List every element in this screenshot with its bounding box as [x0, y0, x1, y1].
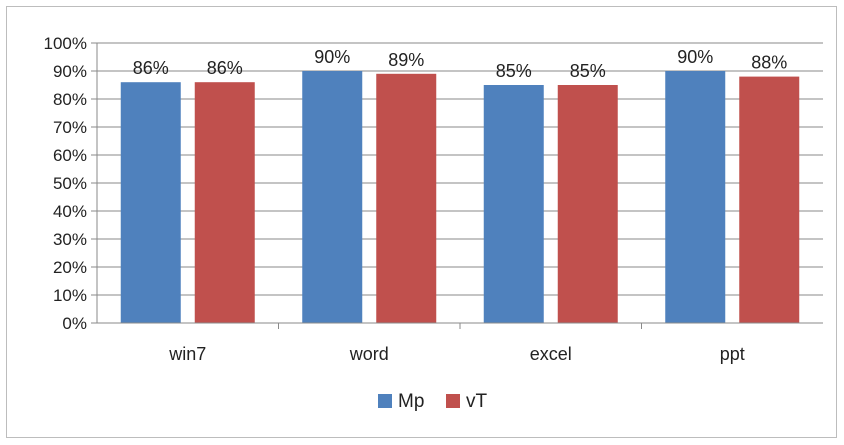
axes	[96, 43, 823, 324]
legend-swatch-Mp	[378, 394, 392, 408]
y-axis-tick-labels: 0% 10% 20% 30% 40% 50% 60% 70% 80% 90% 100%	[44, 34, 87, 333]
x-category-label: excel	[530, 344, 572, 364]
data-label-vT-ppt: 88%	[751, 53, 787, 73]
x-axis-category-labels: win7 word excel ppt	[168, 323, 745, 364]
data-label-Mp-ppt: 90%	[677, 47, 713, 67]
bar-Mp-word	[302, 71, 363, 323]
y-tick-label: 90%	[53, 62, 87, 81]
bar-vT-ppt	[739, 76, 800, 323]
y-tick-label: 70%	[53, 118, 87, 137]
bar-Mp-ppt	[665, 71, 726, 323]
y-tick-label: 60%	[53, 146, 87, 165]
bar-vT-word	[376, 73, 437, 323]
bar-Mp-excel	[483, 85, 544, 323]
y-tick-label: 10%	[53, 286, 87, 305]
data-label-vT-win7: 86%	[207, 58, 243, 78]
data-label-Mp-excel: 85%	[496, 61, 532, 81]
data-label-vT-word: 89%	[388, 50, 424, 70]
x-category-label: ppt	[720, 344, 745, 364]
data-label-Mp-win7: 86%	[133, 58, 169, 78]
y-tick-label: 0%	[62, 314, 87, 333]
y-tick-label: 20%	[53, 258, 87, 277]
y-tick-label: 30%	[53, 230, 87, 249]
bar-vT-excel	[557, 85, 618, 323]
y-tick-label: 80%	[53, 90, 87, 109]
data-labels: 86% 86% 90% 89% 85% 85% 90% 88%	[133, 47, 788, 81]
legend: Mp vT	[378, 391, 488, 412]
legend-label-vT: vT	[466, 391, 488, 412]
legend-swatch-vT	[446, 394, 460, 408]
y-tick-label: 40%	[53, 202, 87, 221]
bar-vT-win7	[194, 82, 255, 323]
y-tick-label: 50%	[53, 174, 87, 193]
legend-label-Mp: Mp	[398, 391, 424, 412]
data-label-Mp-word: 90%	[314, 47, 350, 67]
x-category-label: win7	[168, 344, 206, 364]
data-label-vT-excel: 85%	[570, 61, 606, 81]
bar-Mp-win7	[120, 82, 181, 323]
x-category-label: word	[349, 344, 389, 364]
y-tick-label: 100%	[44, 34, 87, 53]
bars	[120, 71, 800, 323]
